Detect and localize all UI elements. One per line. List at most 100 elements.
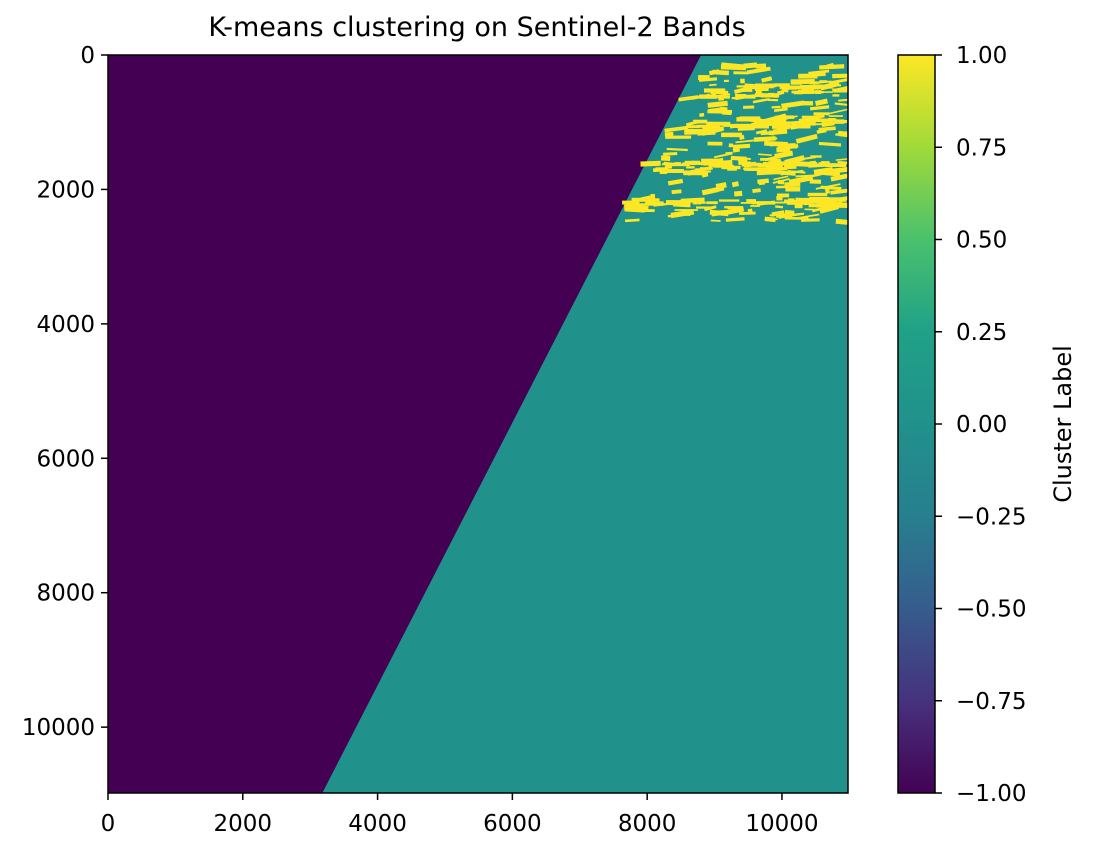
cluster-patch (660, 155, 671, 161)
cluster-patch (755, 63, 767, 69)
cluster-patch (791, 121, 816, 126)
cluster-patch (756, 93, 779, 96)
cluster-patch (776, 196, 783, 201)
cluster-patch (705, 126, 724, 131)
cluster-patch (715, 182, 727, 190)
cluster-patch (723, 79, 729, 83)
colorbar-tick-label: −1.00 (956, 781, 1026, 807)
cluster-patch (660, 169, 684, 173)
cluster-patch (645, 201, 664, 206)
cluster-patch (826, 204, 848, 207)
cluster-patch (830, 188, 848, 195)
cluster-patch (761, 76, 773, 83)
colorbar-label: Cluster Label (1049, 345, 1077, 503)
cluster-patch (752, 124, 769, 129)
cluster-patch (766, 167, 788, 171)
cluster-patch (698, 77, 718, 82)
cluster-patch (695, 168, 710, 171)
cluster-patch (790, 81, 803, 85)
cluster-patch (818, 162, 830, 166)
cluster-patch (631, 203, 650, 206)
cluster-patch (755, 83, 777, 88)
cluster-patch (696, 206, 712, 209)
cluster-patch (665, 135, 692, 139)
colorbar-axis: 1.00 0.75 0.50 0.25 0.00 −0.25 −0.50 −0.75 −1.00 (935, 43, 1026, 807)
cluster-patch (732, 143, 751, 149)
y-axis: 0 2000 4000 6000 8000 10000 (22, 43, 108, 741)
cluster-patch (822, 163, 847, 166)
cluster-patch (725, 217, 745, 222)
cluster-patch (765, 201, 788, 204)
x-tick-label: 2000 (214, 811, 273, 837)
cluster-region-yellow (622, 62, 848, 226)
cluster-patch (663, 152, 678, 156)
cluster-patch (664, 132, 674, 137)
cluster-patch (666, 163, 690, 167)
cluster-patch (678, 95, 699, 102)
cluster-patch (828, 166, 848, 174)
cluster-patch (631, 197, 656, 202)
x-axis: 0 2000 4000 6000 8000 10000 (101, 793, 819, 837)
cluster-patch (777, 193, 790, 198)
cluster-patch (801, 218, 820, 222)
cluster-patch (786, 202, 810, 205)
cluster-patch (754, 89, 769, 91)
cluster-patch (768, 92, 775, 95)
cluster-patch (684, 160, 695, 163)
cluster-patch (752, 188, 761, 193)
cluster-patch (773, 175, 789, 181)
cluster-patch (809, 91, 824, 94)
cluster-patch (755, 92, 763, 97)
cluster-patch (719, 199, 740, 202)
cluster-patch (791, 90, 801, 94)
cluster-patch (798, 197, 811, 202)
cluster-patch (819, 64, 845, 70)
cluster-patch (706, 158, 720, 163)
cluster-patch (788, 198, 795, 202)
cluster-patch (693, 201, 702, 205)
x-tick-label: 10000 (745, 811, 818, 837)
cluster-patch (782, 86, 798, 90)
cluster-patch (809, 85, 833, 89)
cluster-patch (832, 94, 840, 97)
y-tick-label: 0 (80, 43, 95, 69)
heatmap-image (108, 55, 848, 793)
cluster-patch (783, 115, 795, 119)
cluster-patch (622, 200, 640, 205)
cluster-patch (819, 80, 828, 83)
cluster-patch (835, 218, 848, 226)
cluster-patch (747, 167, 767, 171)
y-tick-label: 2000 (36, 177, 95, 203)
colorbar-tick-label: 0.25 (956, 320, 1007, 346)
cluster-patch (728, 143, 734, 148)
cluster-patch (808, 69, 830, 75)
cluster-patch (753, 136, 776, 142)
cluster-patch (810, 155, 822, 158)
cluster-patch (624, 218, 640, 223)
x-tick-label: 0 (101, 811, 116, 837)
cluster-patch (686, 163, 696, 166)
cluster-patch (813, 112, 830, 116)
cluster-patch (711, 211, 720, 217)
cluster-patch (777, 143, 796, 149)
cluster-patch (755, 129, 768, 135)
cluster-patch (732, 147, 741, 153)
cluster-patch (693, 119, 708, 124)
cluster-patch (667, 178, 684, 186)
cluster-patch (746, 199, 756, 203)
cluster-patch (743, 167, 753, 170)
cluster-patch (824, 187, 831, 195)
cluster-patch (832, 73, 848, 79)
cluster-patch (740, 78, 745, 84)
cluster-region-purple (108, 55, 702, 793)
cluster-patch (755, 90, 762, 94)
cluster-patch (707, 100, 728, 108)
cluster-patch (804, 88, 815, 92)
cluster-patch (798, 73, 818, 79)
colorbar (897, 54, 936, 794)
cluster-patch (804, 208, 829, 211)
cluster-patch (741, 162, 761, 167)
cluster-patch (830, 173, 848, 182)
cluster-patch (736, 85, 758, 88)
